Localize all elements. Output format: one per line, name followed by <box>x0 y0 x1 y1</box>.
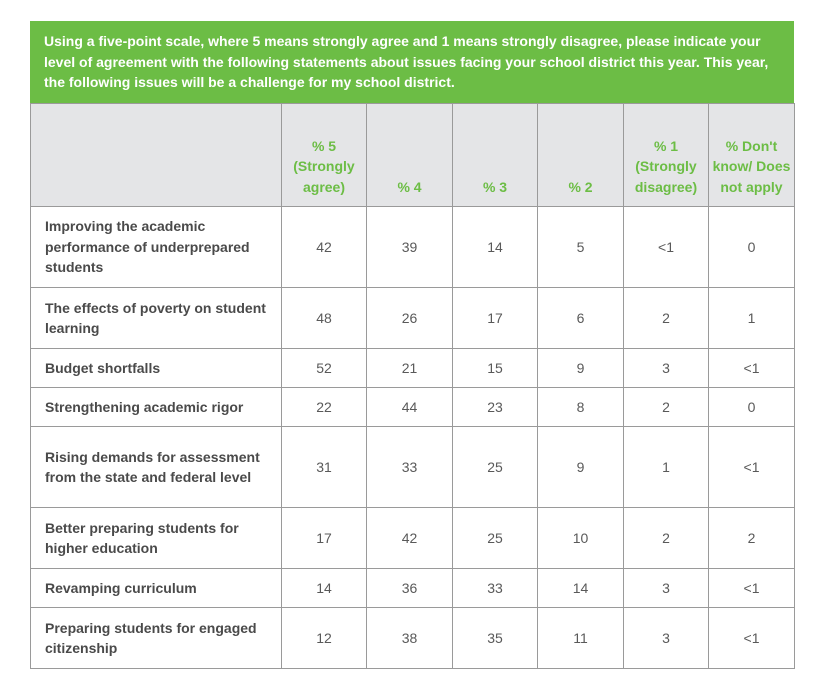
row-label: Budget shortfalls <box>30 348 282 388</box>
value-cell: 17 <box>452 287 538 349</box>
value-cell: 2 <box>623 387 709 427</box>
value-cell: 10 <box>537 507 624 569</box>
header-cell-2: % 4 <box>366 103 453 207</box>
value-cell: 26 <box>366 287 453 349</box>
value-cell: 3 <box>623 348 709 388</box>
header-cell-6: % Don't know/ Does not apply <box>708 103 795 207</box>
header-cell-1: % 5 (Strongly agree) <box>281 103 367 207</box>
row-label: Improving the academic performance of un… <box>30 206 282 288</box>
value-cell: 52 <box>281 348 367 388</box>
value-cell: 5 <box>537 206 624 288</box>
value-cell: 12 <box>281 607 367 669</box>
value-cell: 14 <box>452 206 538 288</box>
row-label: Better preparing students for higher edu… <box>30 507 282 569</box>
header-row: % 5 (Strongly agree)% 4% 3% 2% 1 (Strong… <box>30 103 795 207</box>
value-cell: 9 <box>537 348 624 388</box>
row-label: Strengthening academic rigor <box>30 387 282 427</box>
value-cell: 22 <box>281 387 367 427</box>
value-cell: 6 <box>537 287 624 349</box>
value-cell: 33 <box>452 568 538 608</box>
table-body: Improving the academic performance of un… <box>30 206 795 669</box>
value-cell: 38 <box>366 607 453 669</box>
value-cell: 14 <box>537 568 624 608</box>
value-cell: <1 <box>708 426 795 508</box>
value-cell: 11 <box>537 607 624 669</box>
value-cell: 0 <box>708 387 795 427</box>
header-cell-statement <box>30 103 282 207</box>
value-cell: 42 <box>366 507 453 569</box>
value-cell: <1 <box>708 348 795 388</box>
row-label: Revamping curriculum <box>30 568 282 608</box>
value-cell: <1 <box>708 607 795 669</box>
table-row: Better preparing students for higher edu… <box>30 507 795 569</box>
value-cell: 35 <box>452 607 538 669</box>
value-cell: 9 <box>537 426 624 508</box>
value-cell: 31 <box>281 426 367 508</box>
value-cell: 25 <box>452 507 538 569</box>
header-cell-3: % 3 <box>452 103 538 207</box>
row-label: Rising demands for assessment from the s… <box>30 426 282 508</box>
question-banner: Using a five-point scale, where 5 means … <box>30 21 794 103</box>
value-cell: 15 <box>452 348 538 388</box>
header-cell-5: % 1 (Strongly disagree) <box>623 103 709 207</box>
value-cell: 25 <box>452 426 538 508</box>
value-cell: 2 <box>708 507 795 569</box>
table-row: Budget shortfalls 52 21 15 9 3 <1 <box>30 348 795 388</box>
survey-table-container: Using a five-point scale, where 5 means … <box>30 21 795 669</box>
table-row: Preparing students for engaged citizensh… <box>30 607 795 669</box>
value-cell: 42 <box>281 206 367 288</box>
value-cell: 33 <box>366 426 453 508</box>
value-cell: 23 <box>452 387 538 427</box>
value-cell: 2 <box>623 287 709 349</box>
table-row: Improving the academic performance of un… <box>30 206 795 288</box>
value-cell: 44 <box>366 387 453 427</box>
value-cell: 3 <box>623 607 709 669</box>
table-row: The effects of poverty on student learni… <box>30 287 795 349</box>
table-row: Revamping curriculum 14 36 33 14 3 <1 <box>30 568 795 608</box>
row-label: Preparing students for engaged citizensh… <box>30 607 282 669</box>
value-cell: 39 <box>366 206 453 288</box>
value-cell: 0 <box>708 206 795 288</box>
value-cell: 14 <box>281 568 367 608</box>
value-cell: 2 <box>623 507 709 569</box>
value-cell: <1 <box>623 206 709 288</box>
table-row: Rising demands for assessment from the s… <box>30 426 795 508</box>
value-cell: 17 <box>281 507 367 569</box>
header-cell-4: % 2 <box>537 103 624 207</box>
value-cell: <1 <box>708 568 795 608</box>
value-cell: 36 <box>366 568 453 608</box>
value-cell: 48 <box>281 287 367 349</box>
row-label: The effects of poverty on student learni… <box>30 287 282 349</box>
results-table: % 5 (Strongly agree)% 4% 3% 2% 1 (Strong… <box>30 103 795 669</box>
table-row: Strengthening academic rigor 22 44 23 8 2 0 <box>30 387 795 427</box>
value-cell: 1 <box>708 287 795 349</box>
value-cell: 21 <box>366 348 453 388</box>
value-cell: 3 <box>623 568 709 608</box>
value-cell: 1 <box>623 426 709 508</box>
value-cell: 8 <box>537 387 624 427</box>
